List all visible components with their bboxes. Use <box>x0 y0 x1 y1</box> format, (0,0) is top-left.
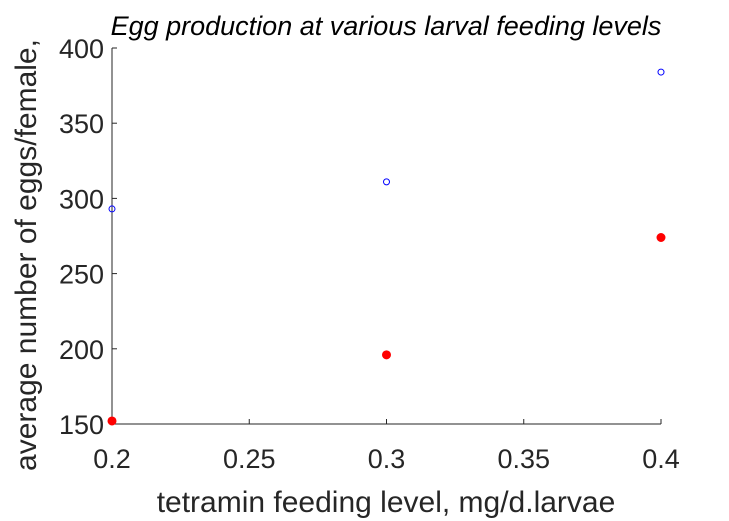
y-tick-label: 200 <box>59 335 104 365</box>
data-points <box>107 68 666 426</box>
y-tick-label: 300 <box>59 184 104 214</box>
filled-point <box>656 233 666 243</box>
open-point <box>383 178 390 186</box>
y-axis-label: average number of eggs/female, <box>10 39 43 471</box>
filled-point <box>107 416 117 426</box>
x-tick-label: 0.2 <box>93 444 131 474</box>
y-ticks: 150 200 250 300 350 400 <box>59 34 117 440</box>
y-tick-label: 350 <box>59 109 104 139</box>
x-axis-label: tetramin feeding level, mg/d.larvae <box>157 486 616 519</box>
x-tick-label: 0.35 <box>497 444 550 474</box>
x-ticks: 0.2 0.25 0.3 0.35 0.4 <box>93 419 680 474</box>
open-point <box>657 68 665 76</box>
x-tick-label: 0.25 <box>223 444 276 474</box>
open-point <box>108 205 116 213</box>
y-tick-label: 150 <box>59 410 104 440</box>
x-tick-label: 0.4 <box>642 444 680 474</box>
x-tick-label: 0.3 <box>368 444 406 474</box>
chart-title: Egg production at various larval feeding… <box>111 11 662 41</box>
filled-point <box>382 350 391 360</box>
y-tick-label: 400 <box>59 34 104 64</box>
y-tick-label: 250 <box>59 260 104 290</box>
